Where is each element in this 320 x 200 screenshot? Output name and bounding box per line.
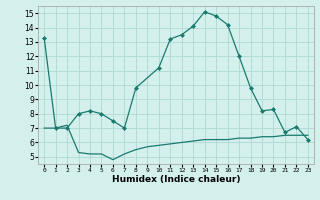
X-axis label: Humidex (Indice chaleur): Humidex (Indice chaleur)	[112, 175, 240, 184]
